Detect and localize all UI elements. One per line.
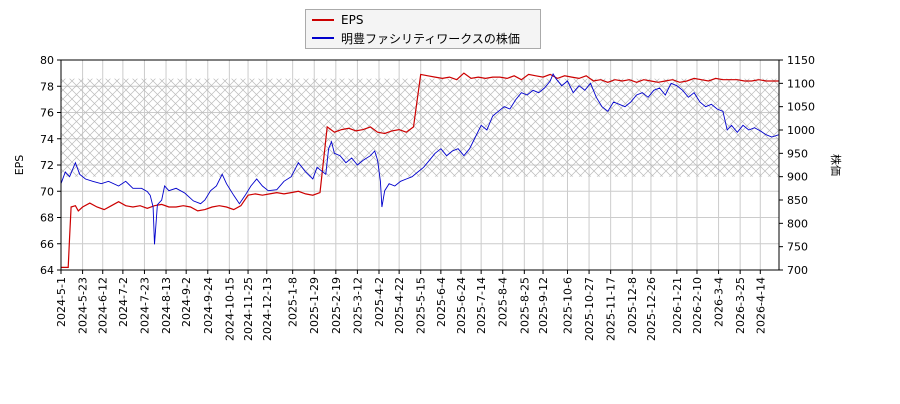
x-tick-label: 2024-7-2 bbox=[117, 277, 130, 327]
x-tick-label: 2025-4-2 bbox=[373, 277, 386, 327]
right-tick-label: 750 bbox=[787, 241, 808, 254]
right-tick-label: 900 bbox=[787, 171, 808, 184]
right-tick-label: 950 bbox=[787, 147, 808, 160]
series-layer bbox=[61, 72, 779, 268]
x-tick-label: 2025-1-8 bbox=[287, 277, 300, 327]
x-tick-label: 2025-12-26 bbox=[645, 277, 658, 341]
legend: EPS 明豊ファシリティワークスの株価 bbox=[305, 9, 541, 49]
x-tick-label: 2025-10-27 bbox=[583, 277, 596, 341]
legend-label-stock-price: 明豊ファシリティワークスの株価 bbox=[341, 31, 520, 46]
left-tick-label: 72 bbox=[40, 159, 54, 172]
x-tick-label: 2025-2-19 bbox=[330, 277, 343, 334]
y-axis-right-label: 株価 bbox=[829, 154, 843, 176]
right-tick-label: 700 bbox=[787, 264, 808, 277]
right-tick-label: 1050 bbox=[787, 101, 815, 114]
left-tick-label: 80 bbox=[40, 54, 54, 67]
x-tick-label: 2025-4-22 bbox=[393, 277, 406, 334]
right-axis: 700 750 800 850 900 950 1000 1050 1100 1150 bbox=[779, 54, 815, 277]
x-tick-label: 2025-5-15 bbox=[415, 277, 428, 334]
stock-price-series-line bbox=[61, 73, 779, 245]
right-tick-label: 1150 bbox=[787, 54, 815, 67]
right-tick-label: 850 bbox=[787, 194, 808, 207]
x-tick-label: 2025-3-12 bbox=[351, 277, 364, 334]
hatch-band bbox=[61, 78, 779, 177]
x-tick-label: 2024-10-15 bbox=[223, 277, 236, 341]
legend-item-stock-price: 明豊ファシリティワークスの株価 bbox=[312, 29, 520, 47]
left-tick-label: 74 bbox=[40, 133, 54, 146]
x-tick-label: 2024-7-23 bbox=[138, 277, 151, 334]
x-tick-label: 2025-12-8 bbox=[626, 277, 639, 334]
x-tick-label: 2025-8-4 bbox=[497, 277, 510, 327]
x-tick-label: 2024-8-13 bbox=[160, 277, 173, 334]
x-tick-label: 2025-10-6 bbox=[561, 277, 574, 334]
left-axis: 64 66 68 70 72 74 76 78 80 bbox=[40, 54, 61, 277]
legend-label-eps: EPS bbox=[341, 13, 364, 27]
legend-swatch-stock-price bbox=[312, 37, 334, 39]
x-tick-label: 2025-7-14 bbox=[475, 277, 488, 334]
x-tick-label: 2024-9-2 bbox=[180, 277, 193, 327]
x-tick-label: 2024-11-25 bbox=[242, 277, 255, 341]
x-tick-label: 2024-5-1 bbox=[55, 277, 68, 327]
x-tick-label: 2024-12-13 bbox=[261, 277, 274, 341]
legend-swatch-eps bbox=[312, 19, 334, 21]
legend-item-eps: EPS bbox=[312, 11, 363, 29]
y-axis-left-label: EPS bbox=[13, 155, 26, 176]
x-tick-label: 2024-6-12 bbox=[97, 277, 110, 334]
x-tick-label: 2025-11-17 bbox=[605, 277, 618, 341]
right-tick-label: 1000 bbox=[787, 124, 815, 137]
eps-series-line bbox=[61, 72, 779, 268]
x-tick-label: 2026-3-25 bbox=[734, 277, 747, 334]
x-tick-label: 2024-5-23 bbox=[77, 277, 90, 334]
x-tick-label: 2026-4-14 bbox=[754, 277, 767, 334]
left-tick-label: 78 bbox=[40, 80, 54, 93]
left-tick-label: 70 bbox=[40, 185, 54, 198]
left-tick-label: 64 bbox=[40, 264, 54, 277]
x-tick-label: 2025-6-24 bbox=[455, 277, 468, 334]
left-tick-label: 76 bbox=[40, 107, 54, 120]
x-tick-label: 2025-1-29 bbox=[308, 277, 321, 334]
right-tick-label: 800 bbox=[787, 217, 808, 230]
x-tick-label: 2024-9-24 bbox=[202, 277, 215, 334]
left-tick-label: 66 bbox=[40, 238, 54, 251]
x-tick-label: 2025-6-4 bbox=[435, 277, 448, 327]
x-tick-label: 2026-1-21 bbox=[671, 277, 684, 334]
x-tick-label: 2026-3-4 bbox=[713, 277, 726, 327]
x-tick-label: 2025-8-25 bbox=[518, 277, 531, 334]
right-tick-label: 1100 bbox=[787, 77, 815, 90]
x-axis: 2024-5-1 2024-5-23 2024-6-12 2024-7-2 2024-7… bbox=[55, 270, 767, 341]
left-tick-label: 68 bbox=[40, 212, 54, 225]
x-tick-label: 2025-9-12 bbox=[537, 277, 550, 334]
x-tick-label: 2026-2-10 bbox=[691, 277, 704, 334]
